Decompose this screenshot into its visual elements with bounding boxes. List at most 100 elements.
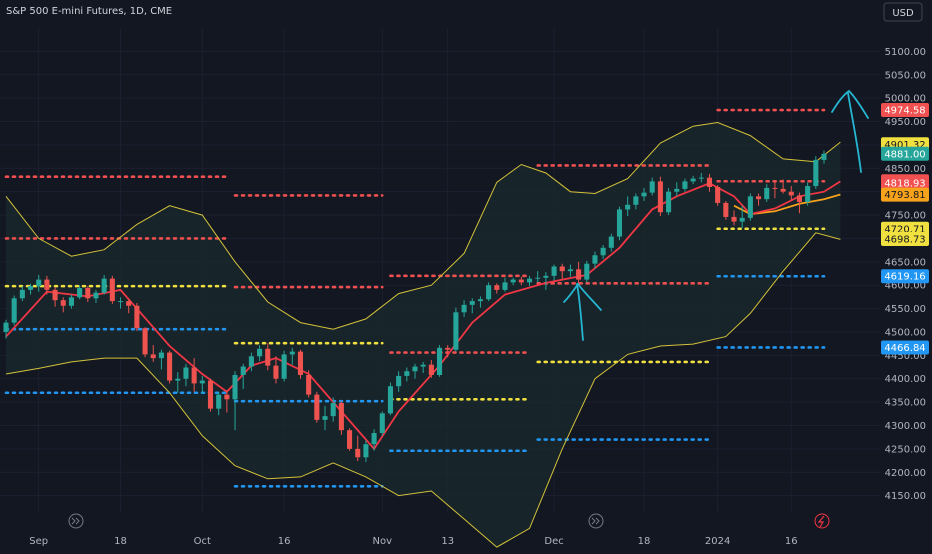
candle-body (216, 394, 222, 409)
candle-body (347, 430, 353, 449)
time-tick-label: Dec (544, 536, 563, 547)
candle (330, 397, 336, 422)
candle (510, 277, 516, 286)
price-label-box (881, 146, 929, 161)
candle-body (576, 269, 582, 280)
currency-button[interactable]: USD (883, 2, 923, 22)
candle (126, 299, 132, 314)
candle (142, 327, 148, 358)
goto-realtime-button-2[interactable] (588, 513, 604, 529)
candle (518, 276, 524, 286)
sma-line (733, 193, 841, 216)
price-label-text: 4881.00 (884, 149, 925, 160)
candle-body (469, 301, 475, 305)
candle (412, 363, 418, 379)
candle-body (698, 177, 704, 179)
candle (731, 210, 737, 226)
candle-body (437, 347, 443, 375)
candle-body (11, 298, 17, 323)
candle (780, 179, 786, 194)
candle-body (428, 364, 434, 375)
price-tick-label: 4950.00 (885, 117, 926, 128)
time-tick-label: 16 (278, 536, 291, 547)
candle-body (93, 292, 99, 299)
candle (167, 350, 173, 384)
price-axis-ticks: 4150.00 4200.00 4250.00 4300.00 4350.00 4400.… (885, 47, 926, 502)
bollinger-upper-line (5, 121, 841, 330)
candle (526, 275, 533, 287)
candle (93, 289, 99, 303)
candle (469, 298, 475, 314)
candle (314, 391, 320, 423)
candle-body (52, 289, 58, 301)
candle-body (706, 177, 713, 187)
candle (543, 272, 549, 290)
hand-drawn-arrow-up (563, 282, 602, 341)
price-label: 4974.58 (881, 103, 929, 118)
price-label: 4881.00 (881, 146, 929, 161)
candle (461, 300, 467, 317)
candle-body (355, 448, 361, 458)
price-label: 4818.93 (881, 175, 929, 190)
price-tick-label: 5100.00 (885, 47, 926, 58)
candle-body (224, 394, 230, 400)
candle-body (813, 159, 819, 187)
candle (338, 401, 344, 435)
candle-body (314, 394, 320, 420)
candle (437, 345, 443, 377)
price-tick-label: 4250.00 (885, 444, 926, 455)
candle-body (551, 266, 557, 276)
candle (486, 282, 492, 302)
candle (109, 275, 115, 304)
candle-body (731, 216, 737, 222)
candle-body (175, 378, 181, 381)
price-label-text: 4720.71 (884, 224, 925, 235)
candle-body (44, 279, 50, 290)
price-label-text: 4619.16 (884, 272, 925, 283)
candle-body (371, 432, 377, 445)
candle-body (764, 187, 770, 200)
candle-body (559, 266, 565, 272)
candle (101, 274, 107, 295)
candle (257, 345, 263, 361)
candle (371, 429, 377, 451)
price-tick-label: 4400.00 (885, 374, 926, 385)
candle-body (747, 196, 753, 218)
candle-body (796, 195, 802, 202)
candle-body (641, 192, 647, 197)
candle-body (117, 301, 124, 303)
candle-body (584, 263, 590, 280)
price-tick-label: 4550.00 (885, 304, 926, 315)
candle (175, 372, 181, 393)
bollinger-band-fill (6, 122, 841, 548)
annotations (563, 89, 869, 341)
candle (265, 343, 271, 371)
candle-body (248, 356, 254, 367)
candle (805, 182, 811, 206)
price-tick-label: 4350.00 (885, 398, 926, 409)
price-label-box (881, 175, 929, 190)
candle (232, 371, 238, 431)
dividend-marker[interactable] (814, 513, 830, 529)
candle (191, 358, 197, 392)
candle (445, 345, 451, 358)
candle (494, 283, 500, 294)
candle (796, 192, 802, 214)
candle (764, 184, 770, 202)
candle (674, 182, 680, 197)
candle-body (788, 191, 794, 196)
currency-label: USD (892, 8, 914, 19)
candle (502, 277, 508, 292)
price-tick-label: 4750.00 (885, 211, 926, 222)
candle (584, 260, 590, 283)
candle-body (207, 380, 214, 409)
goto-realtime-button[interactable] (68, 513, 84, 529)
candle-body (338, 403, 344, 431)
candle (666, 187, 672, 216)
candle-body (306, 374, 312, 395)
candle (36, 274, 42, 292)
candle (592, 251, 598, 269)
price-tick-label: 4500.00 (885, 327, 926, 338)
double-chevron-right-icon (71, 517, 80, 525)
